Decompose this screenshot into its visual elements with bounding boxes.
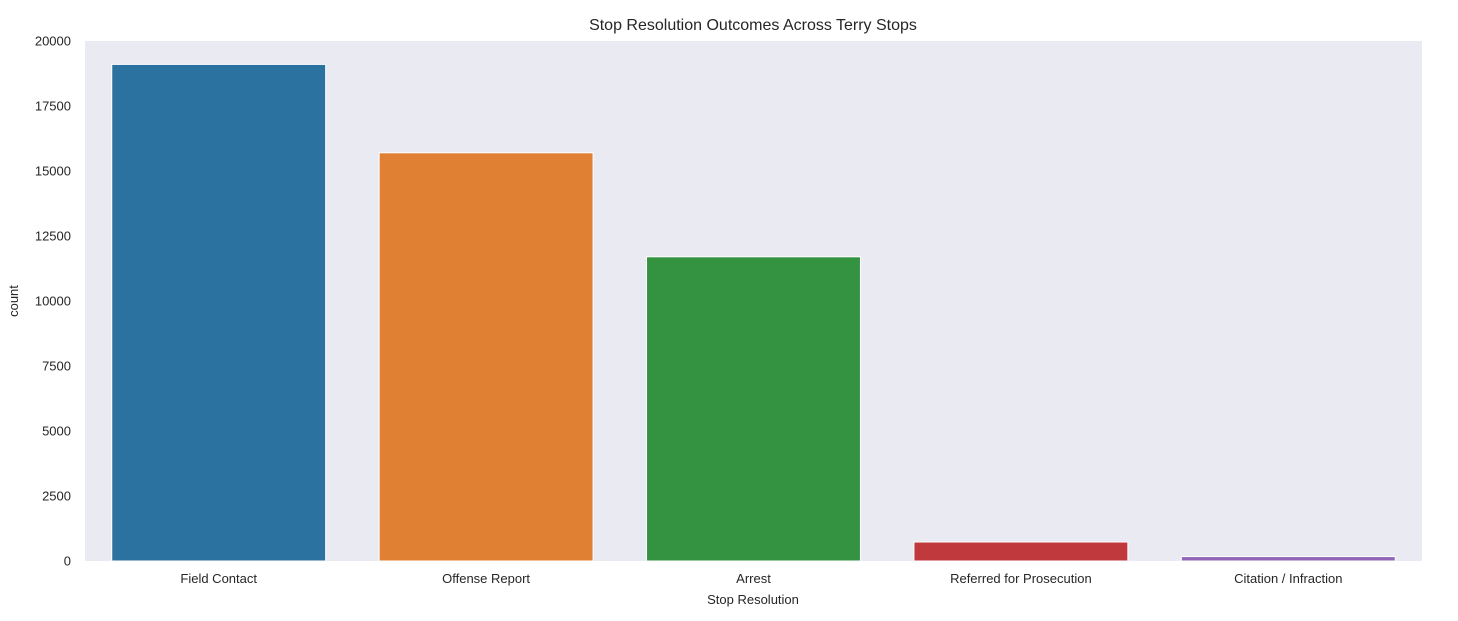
x-tick-label: Referred for Prosecution [950, 571, 1092, 586]
y-tick-label: 5000 [42, 424, 71, 439]
bar-citation-infraction [1180, 556, 1396, 562]
x-tick-label: Arrest [736, 571, 771, 586]
bars [111, 63, 1396, 562]
x-tick-label: Field Contact [180, 571, 257, 586]
x-tick-label: Citation / Infraction [1234, 571, 1342, 586]
x-tick-label: Offense Report [442, 571, 530, 586]
y-axis-ticks: 0 2500 5000 7500 10000 12500 15000 17500 20000 [35, 34, 71, 569]
x-axis-ticks: Field Contact Offense Report Arrest Referre… [180, 571, 1342, 586]
y-axis-label: count [6, 285, 21, 317]
y-tick-label: 7500 [42, 359, 71, 374]
bar-field-contact [111, 63, 327, 562]
bar-offense-report [378, 152, 594, 562]
chart-title: Stop Resolution Outcomes Across Terry St… [589, 17, 917, 34]
y-tick-label: 20000 [35, 34, 71, 49]
y-tick-label: 15000 [35, 164, 71, 179]
bar-arrest [646, 256, 861, 562]
bar-referred-for-prosecution [913, 541, 1129, 562]
y-tick-label: 17500 [35, 99, 71, 114]
y-tick-label: 2500 [42, 489, 71, 504]
y-tick-label: 12500 [35, 229, 71, 244]
y-tick-label: 10000 [35, 294, 71, 309]
y-tick-label: 0 [64, 554, 71, 569]
x-axis-label: Stop Resolution [707, 592, 799, 607]
